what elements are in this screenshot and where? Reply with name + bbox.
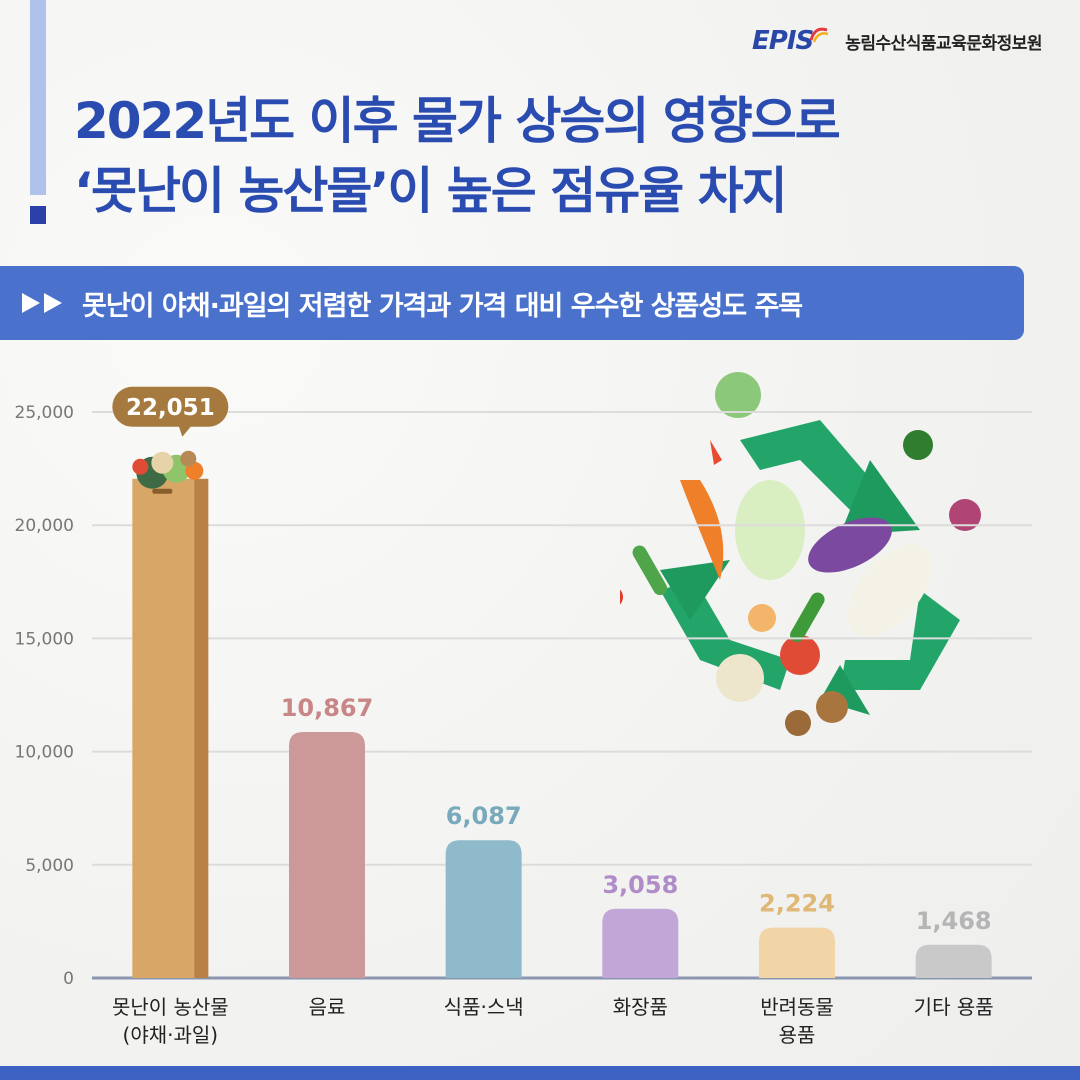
accent-bar [30,0,46,195]
y-tick-label: 5,000 [25,856,74,876]
produce-icon [132,458,149,475]
banner-text: 못난이 야채·과일의 저렴한 가격과 가격 대비 우수한 상품성도 주목 [82,290,803,322]
y-tick-label: 0 [63,969,74,989]
category-label: 용품 [779,1023,816,1047]
title-line-2: ‘못난이 농산물’이 높은 점유율 차지 [74,162,788,220]
category-label: 반려동물 [760,995,834,1019]
category-label: 음료 [309,995,346,1019]
category-label: 못난이 농산물 [112,995,229,1019]
value-label: 1,468 [916,907,992,935]
logo: EPIS 농림수산식품교육문화정보원 [752,26,1043,56]
subtitle-banner: 못난이 야채·과일의 저렴한 가격과 가격 대비 우수한 상품성도 주목 [0,266,1024,340]
y-tick-label: 25,000 [15,403,74,423]
value-label: 22,051 [126,395,215,421]
value-label: 6,087 [446,802,522,830]
y-tick-label: 15,000 [15,629,74,649]
bottom-bar [0,1066,1080,1080]
logo-arc-icon [809,27,829,43]
y-tick-label: 10,000 [15,743,74,763]
accent-square [30,206,46,224]
bar-chart: 0 5,000 10,000 15,000 20,000 25,000 22,051 못난이 … [15,386,1032,1047]
value-bubble [112,386,229,427]
page-title: 2022년도 이후 물가 상승의 영향으로 ‘못난이 농산물’이 높은 점유율 … [74,86,1064,226]
value-label: 10,867 [281,694,374,722]
bar-side [194,478,209,978]
y-tick-label: 20,000 [15,516,74,536]
bar [602,908,679,978]
vegetables-icon [620,372,981,736]
logo-mark: EPIS [752,26,814,56]
recycle-vegetables-illustration [620,372,981,736]
bar [289,731,365,978]
value-label: 2,224 [759,890,835,918]
produce-icon [151,451,174,474]
category-label: 기타 용품 [914,995,994,1019]
produce-icon [180,450,197,467]
category-label: (야채·과일) [123,1023,219,1047]
title-line-1: 2022년도 이후 물가 상승의 영향으로 [74,92,841,150]
bar [915,944,992,978]
bar [759,927,835,978]
category-label: 화장품 [613,995,668,1019]
category-label: 식품·스낵 [444,995,524,1019]
double-play-icon [22,293,62,313]
value-label: 3,058 [602,871,678,899]
bag-handle-slot [152,488,173,494]
bar [132,478,199,978]
bar [445,840,522,978]
bubble-tail [178,424,193,437]
org-name: 농림수산식품교육문화정보원 [845,33,1043,54]
